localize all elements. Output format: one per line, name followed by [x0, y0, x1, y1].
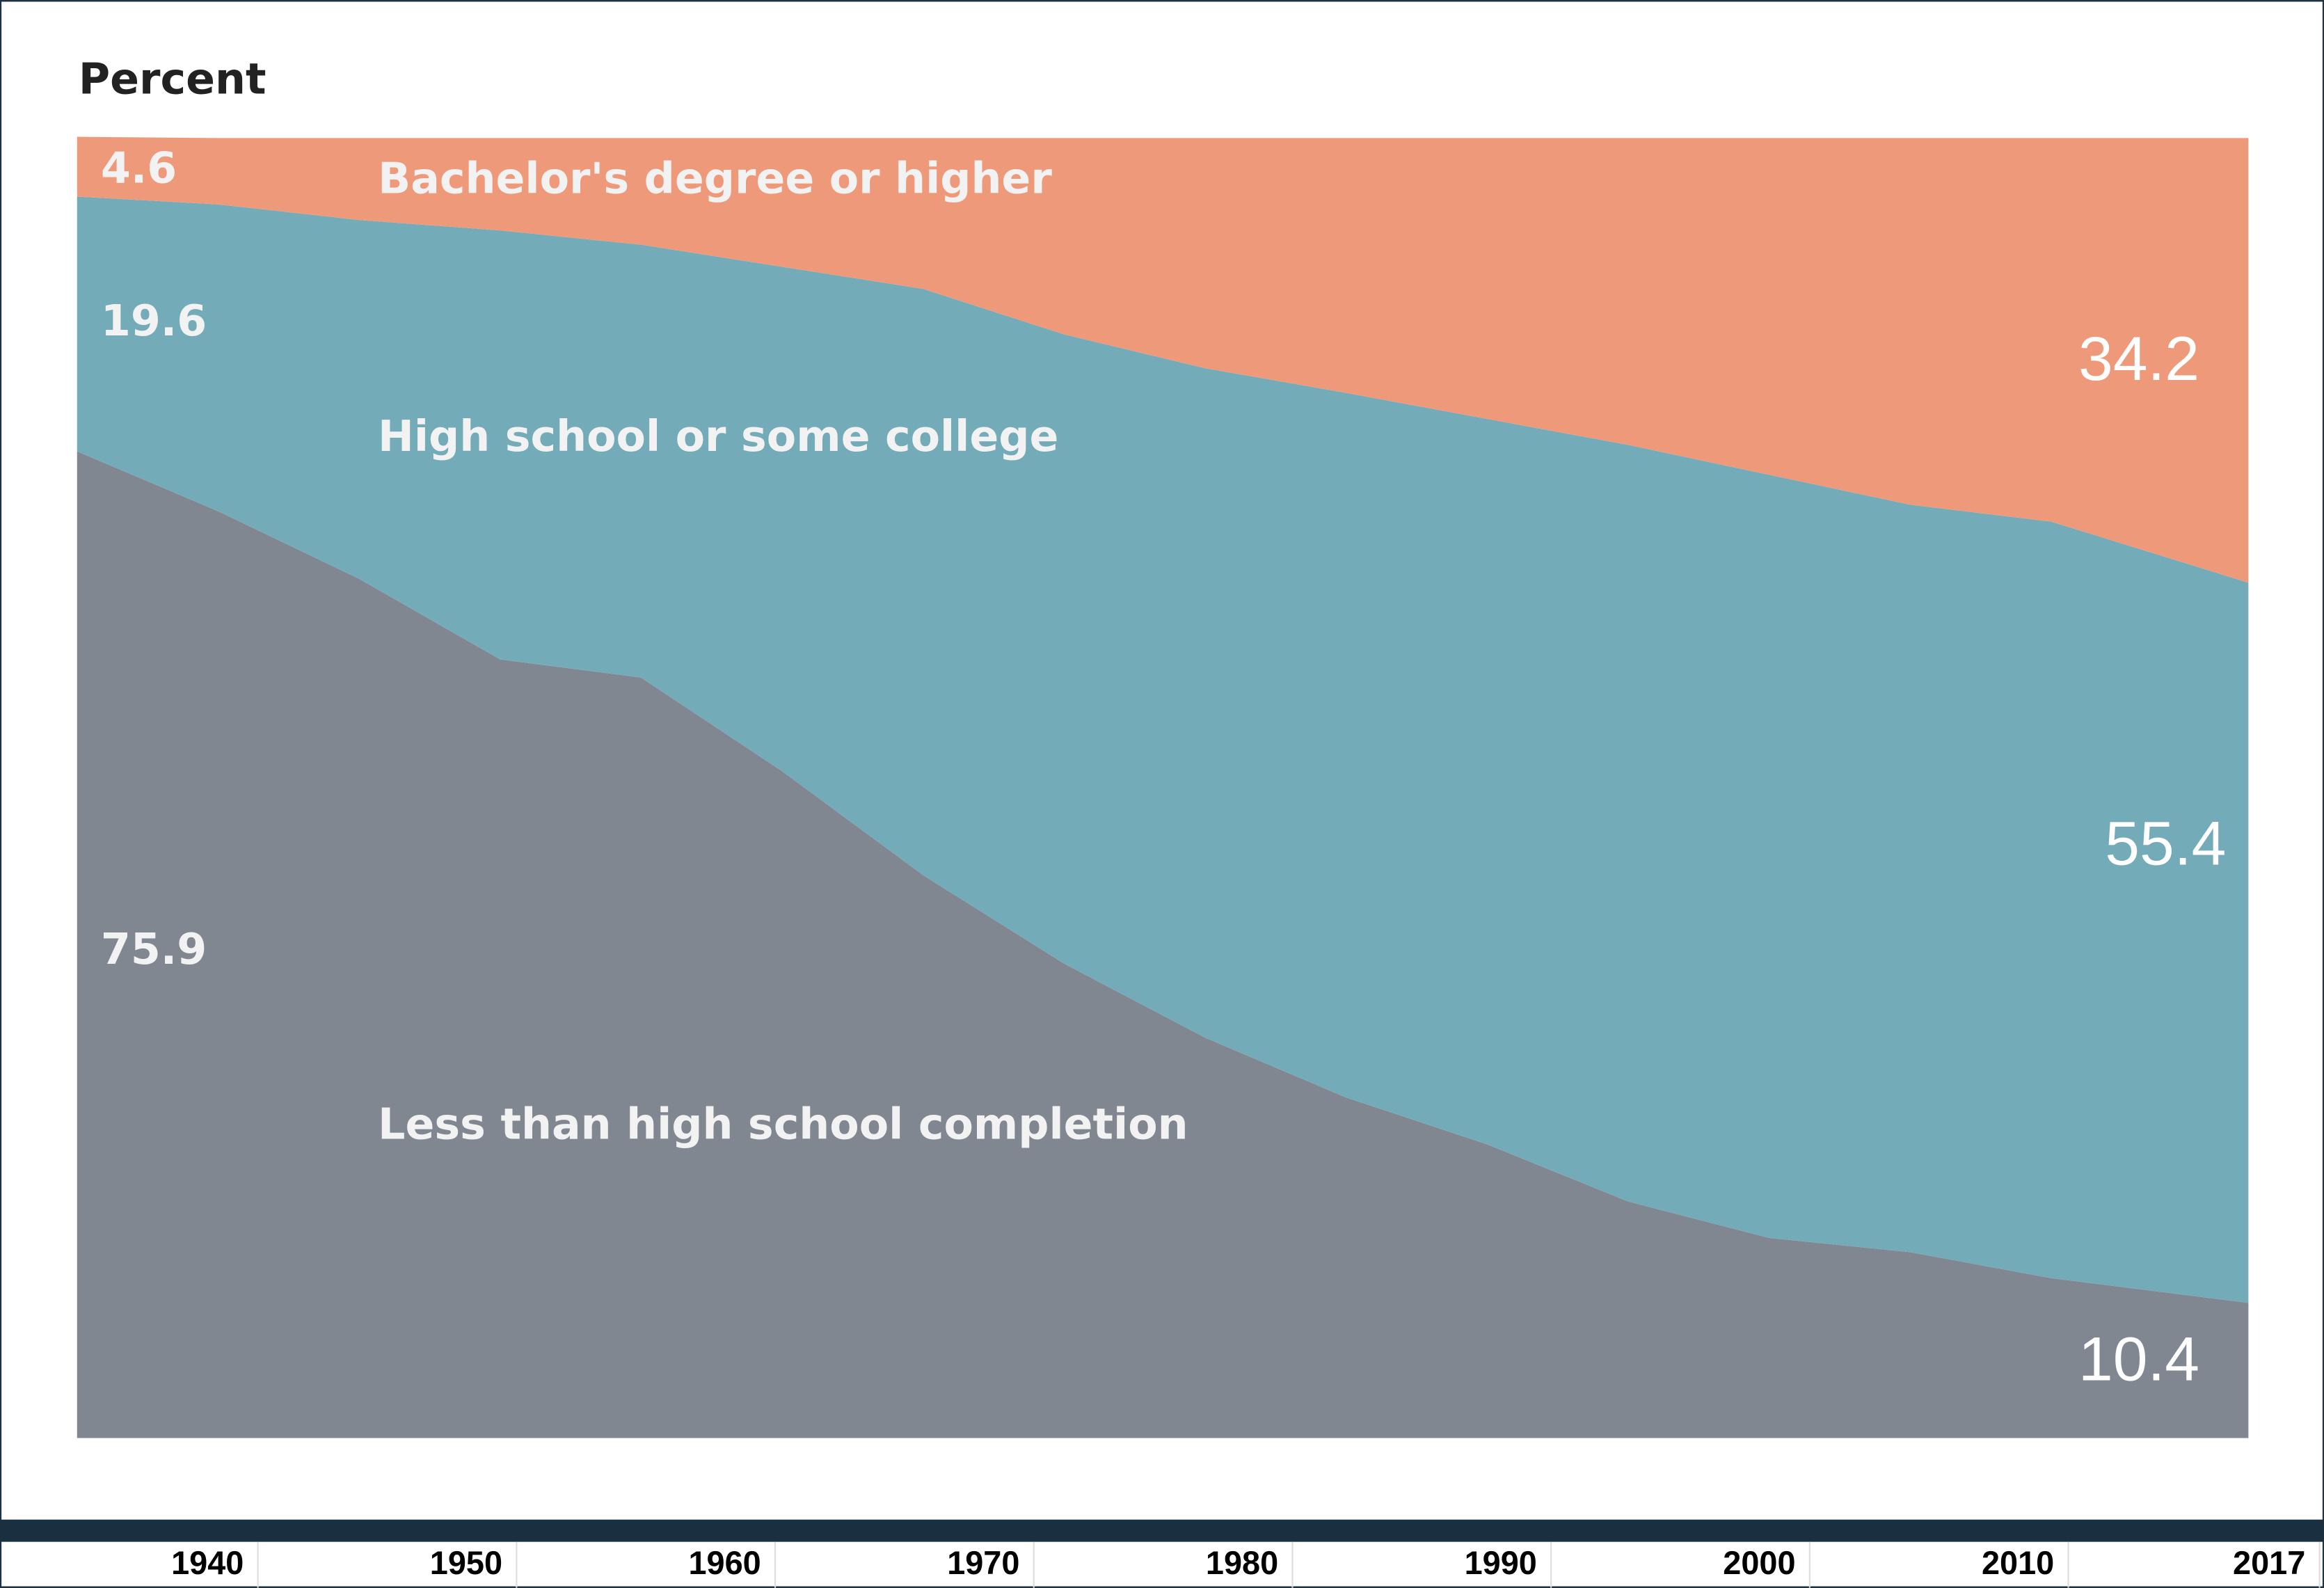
x-tick-label: 1960: [688, 1545, 761, 1581]
value-label: 75.9: [101, 924, 207, 974]
series-label: Bachelor's degree or higher: [378, 153, 1052, 203]
x-tick-label: 1990: [1465, 1545, 1537, 1581]
value-label: 10.4: [2078, 1324, 2199, 1394]
x-tick-label: 1980: [1206, 1545, 1278, 1581]
x-tick-label: 2017: [2233, 1545, 2305, 1581]
x-tick-label: 2010: [1982, 1545, 2054, 1581]
x-tick-label: 1940: [171, 1545, 244, 1581]
value-label: 4.6: [101, 143, 177, 193]
areas: [77, 136, 2249, 1438]
footer-band: [0, 1519, 2324, 1542]
value-label: 34.2: [2078, 324, 2199, 393]
area: [77, 196, 2249, 1303]
area: [77, 451, 2249, 1438]
x-tick-label: 1970: [947, 1545, 1019, 1581]
x-axis: 1940 1950 1960 1970 1980 1990 2000 2010 2017: [171, 1541, 2321, 1588]
value-label: 19.6: [101, 296, 207, 346]
y-axis-title: Percent: [79, 54, 266, 104]
x-tick-label: 2000: [1723, 1545, 1795, 1581]
series-label: Less than high school completion: [378, 1099, 1188, 1149]
labels: Less than high school completion 75.9 10.4…: [101, 143, 2227, 1393]
x-tick-label: 1950: [430, 1545, 502, 1581]
area: [77, 136, 2249, 583]
series-label: High school or some college: [378, 411, 1058, 461]
value-label: 55.4: [2105, 808, 2226, 878]
